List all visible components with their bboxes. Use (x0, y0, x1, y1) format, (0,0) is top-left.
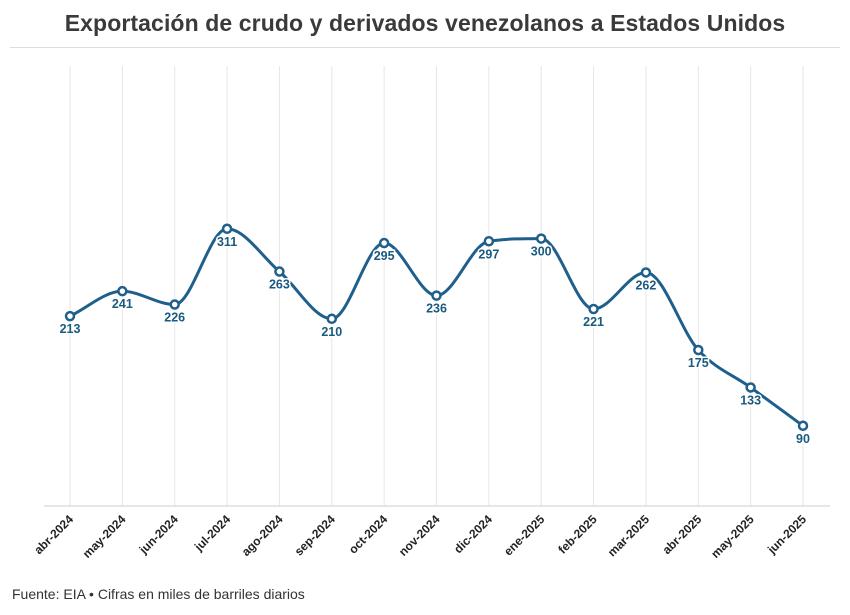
vertical-gridlines (69, 66, 804, 506)
x-tick-label-feb-2025: feb-2025 (555, 512, 600, 557)
x-tick-label-oct-2024: oct-2024 (346, 512, 391, 557)
data-label-jul-2024: 311 (217, 235, 237, 249)
data-label-sep-2024: 210 (321, 325, 342, 339)
data-point-sep-2024 (326, 313, 338, 325)
data-point-feb-2025 (588, 303, 599, 315)
x-tick-label-may-2024: may-2024 (80, 512, 129, 561)
data-point-mar-2025 (640, 267, 652, 278)
x-tick-label-abr-2024: abr-2024 (31, 512, 76, 557)
x-tick-label-sep-2024: sep-2024 (292, 512, 338, 558)
x-tick-label-may-2025: may-2025 (708, 512, 757, 561)
x-tick-label-mar-2025: mar-2025 (605, 512, 652, 559)
data-label-feb-2025: 221 (583, 315, 604, 329)
x-tick-label-jun-2025: jun-2025 (764, 512, 809, 557)
data-label-abr-2025: 175 (688, 356, 709, 370)
data-point-jul-2024 (221, 223, 233, 235)
x-tick-label-ago-2024: ago-2024 (239, 512, 286, 559)
data-point-oct-2024 (378, 237, 390, 249)
x-tick-label-abr-2025: abr-2025 (660, 512, 705, 557)
data-label-oct-2024: 295 (374, 249, 395, 263)
data-label-abr-2024: 213 (60, 322, 81, 336)
data-point-jun-2025 (797, 420, 809, 432)
x-tick-label-ene-2025: ene-2025 (501, 512, 547, 558)
data-label-ago-2024: 263 (269, 278, 290, 292)
data-label-may-2024: 241 (112, 297, 133, 311)
data-point-ago-2024 (274, 266, 285, 277)
x-axis-tick-labels: abr-2024 may-2024 jun-2024 jul-2024 ago-2024… (31, 512, 809, 561)
x-tick-label-dic-2024: dic-2024 (451, 512, 495, 556)
data-label-jun-2024: 226 (164, 311, 185, 325)
data-point-jun-2024 (169, 299, 180, 310)
data-point-abr-2025 (693, 344, 704, 356)
data-point-markers (64, 223, 809, 432)
data-point-ene-2025 (535, 233, 547, 244)
data-point-may-2024 (117, 285, 128, 297)
data-label-nov-2024: 236 (426, 302, 447, 316)
source-note: Fuente: EIA • Cifras en miles de barrile… (12, 586, 305, 602)
data-label-dic-2024: 297 (478, 247, 499, 261)
data-label-may-2025: 133 (740, 393, 761, 407)
chart-title: Exportación de crudo y derivados venezol… (64, 10, 786, 36)
data-point-abr-2024 (64, 310, 76, 322)
data-point-dic-2024 (483, 236, 495, 247)
data-labels: 213 241 226 311 263 210 295 236 297 300 221 262 175 1… (58, 233, 811, 447)
title-divider (10, 47, 840, 48)
x-tick-label-jun-2024: jun-2024 (136, 512, 181, 557)
data-point-may-2025 (745, 382, 756, 393)
data-label-ene-2025: 300 (531, 245, 552, 259)
x-tick-label-jul-2024: jul-2024 (191, 512, 233, 554)
data-label-jun-2025: 90 (796, 432, 810, 446)
data-point-nov-2024 (431, 290, 442, 301)
x-tick-label-nov-2024: nov-2024 (396, 512, 443, 559)
data-label-mar-2025: 262 (635, 278, 656, 292)
